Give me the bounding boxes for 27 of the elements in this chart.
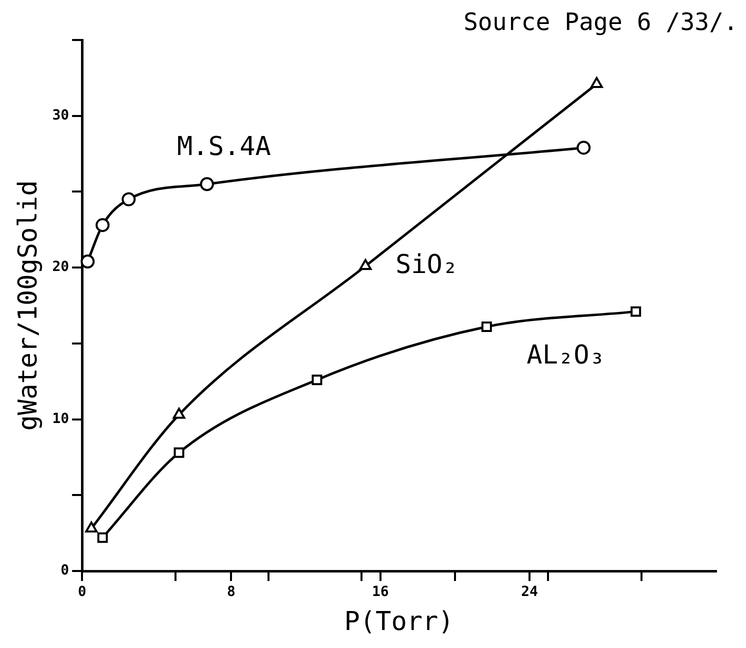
point	[97, 532, 108, 543]
source-note: Source Page 6 /33/.	[463, 8, 738, 36]
y-tick-label: 0	[60, 562, 70, 579]
y-tick-label: 10	[52, 410, 70, 427]
point	[200, 177, 214, 192]
series-label: M.S.4A	[176, 132, 272, 162]
y-tick-label: 20	[52, 259, 70, 276]
y-tick-label: 30	[52, 108, 70, 124]
point	[96, 218, 110, 232]
point	[312, 374, 322, 386]
point	[85, 522, 98, 533]
x-tick-label: 24	[521, 584, 538, 600]
point	[481, 322, 492, 332]
y-axis-title: gWater/100gSolid	[13, 180, 44, 431]
point	[80, 254, 95, 269]
point	[630, 306, 642, 317]
series-label: AL₂O₃	[526, 340, 605, 370]
series-label: SiO₂	[395, 250, 458, 280]
x-tick-label: 8	[227, 584, 236, 600]
point	[174, 447, 184, 458]
x-axis-title: P(Torr)	[344, 607, 454, 638]
x-tick-label: 16	[372, 584, 389, 600]
point	[122, 192, 136, 206]
point	[359, 259, 372, 270]
point	[172, 408, 186, 419]
x-tick-label: 0	[78, 584, 86, 600]
point	[576, 140, 591, 155]
